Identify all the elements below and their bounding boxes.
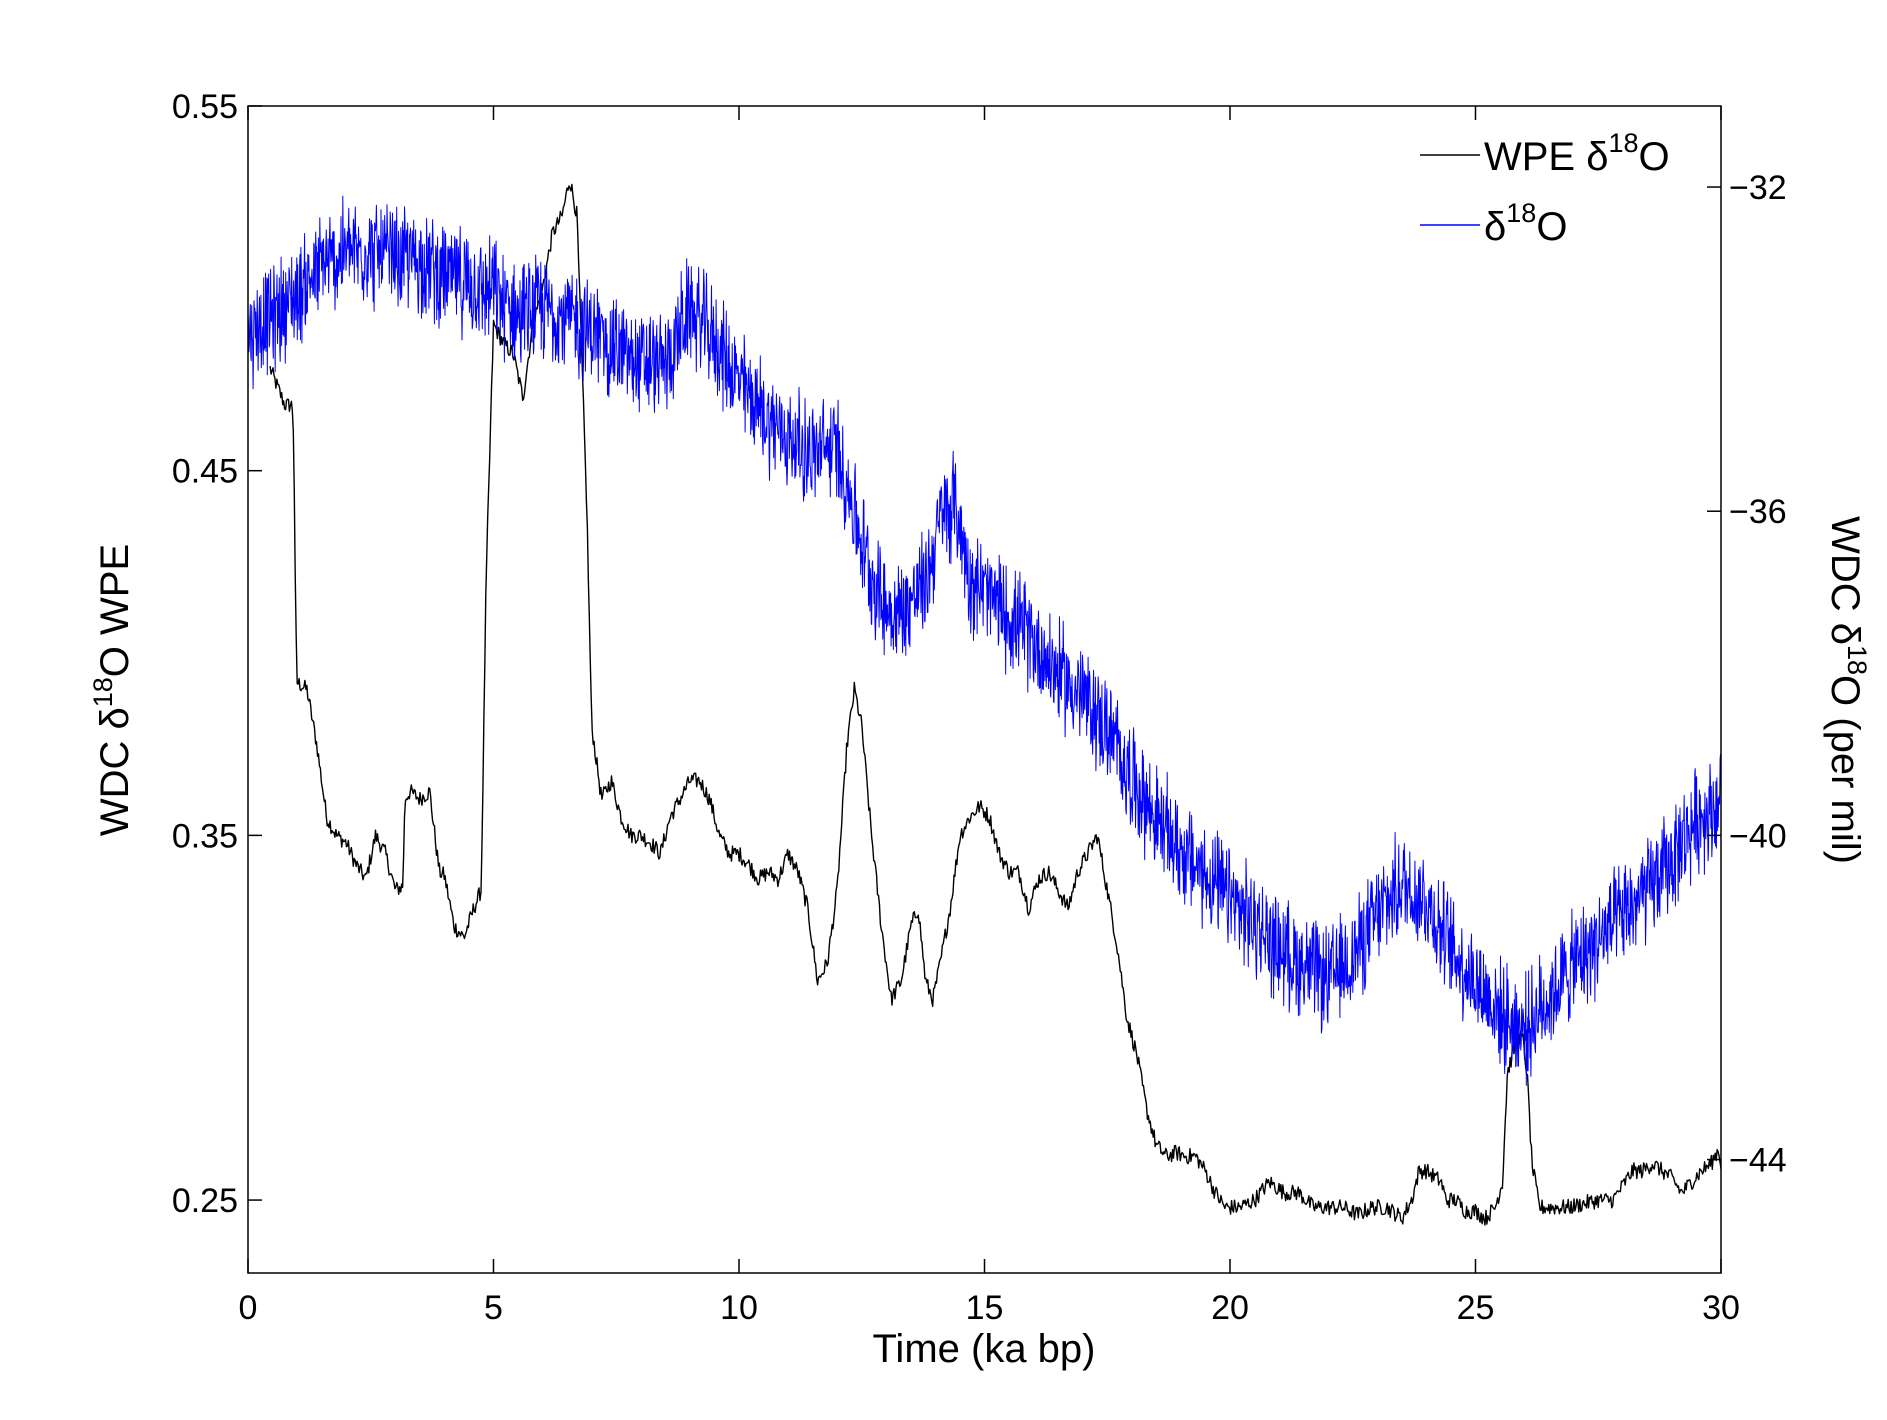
x-axis-label: Time (ka bp) bbox=[872, 1327, 1095, 1371]
series-line-wpe bbox=[269, 183, 1721, 1226]
legend: WPE δ18O δ18O bbox=[1420, 128, 1670, 249]
x-tick-label: 10 bbox=[720, 1289, 758, 1327]
ticks-layer: 0 5 10 15 20 25 30 0.25 0.35 0.45 0.55 −44 −40 −36 −32 bbox=[172, 88, 1787, 1327]
x-tick-label: 25 bbox=[1457, 1289, 1495, 1327]
y-right-tick-label: −40 bbox=[1729, 817, 1787, 855]
x-tick-label: 15 bbox=[966, 1289, 1004, 1327]
x-tick-label: 0 bbox=[239, 1289, 258, 1327]
y-right-tick-label: −44 bbox=[1729, 1142, 1787, 1180]
y-axis-label-right: WDC δ18O (per mil) bbox=[1823, 516, 1872, 864]
y-left-tick-label: 0.25 bbox=[172, 1182, 238, 1220]
y-left-tick-label: 0.45 bbox=[172, 453, 238, 491]
y-right-tick-label: −36 bbox=[1729, 493, 1787, 531]
x-tick-label: 5 bbox=[484, 1289, 503, 1327]
y-left-tick-label: 0.55 bbox=[172, 88, 238, 126]
x-tick-label: 20 bbox=[1211, 1289, 1249, 1327]
legend-label-d18o: δ18O bbox=[1484, 198, 1567, 249]
series-layer bbox=[248, 183, 1721, 1226]
y-right-tick-label: −32 bbox=[1729, 169, 1787, 207]
x-tick-label: 30 bbox=[1702, 1289, 1740, 1327]
legend-label-wpe: WPE δ18O bbox=[1484, 128, 1670, 179]
y-axis-label-left: WDC δ18O WPE bbox=[88, 544, 137, 836]
series-line-d18o bbox=[248, 195, 1721, 1086]
y-left-tick-label: 0.35 bbox=[172, 817, 238, 855]
